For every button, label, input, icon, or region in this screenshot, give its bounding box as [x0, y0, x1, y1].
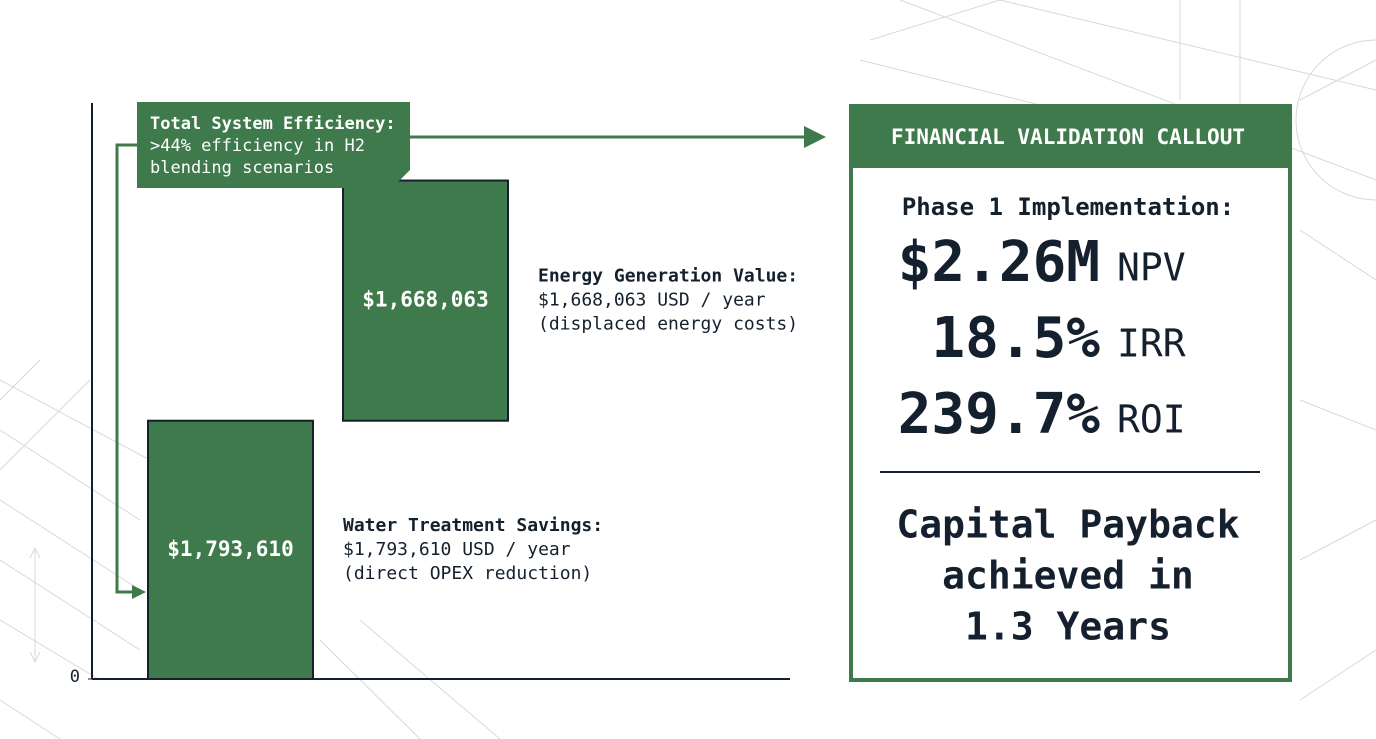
payback-line: Capital Payback: [896, 503, 1239, 547]
summary-box: [137, 102, 410, 188]
payback-line: 1.3 Years: [965, 605, 1171, 649]
summary-title: Total System Efficiency:: [150, 114, 396, 134]
annotation-line: $1,793,610 USD / year: [343, 539, 571, 560]
callout-border: [849, 104, 1292, 682]
metric-unit: IRR: [1117, 322, 1186, 366]
annotation-line: (direct OPEX reduction): [343, 563, 592, 584]
annotation-title: Energy Generation Value:: [538, 266, 798, 287]
arrow-head: [804, 126, 826, 148]
bar: [342, 179, 509, 422]
metric-unit: NPV: [1117, 246, 1186, 290]
connector-arrow: [115, 143, 137, 594]
metric-value: 18.5%: [931, 306, 1100, 371]
summary-line: blending scenarios: [150, 158, 334, 178]
metric-value: 239.7%: [898, 382, 1101, 447]
summary-line: >44% efficiency in H2: [150, 136, 365, 156]
callout-panel: FINANCIAL VALIDATION CALLOUT Phase 1 Imp…: [849, 104, 1292, 682]
metric-value: $2.26M: [898, 230, 1100, 295]
payback-line: achieved in: [942, 554, 1194, 598]
y-tick-label: 0: [70, 667, 80, 687]
annotation-line: $1,668,063 USD / year: [538, 290, 766, 311]
callout-heading: Phase 1 Implementation:: [902, 193, 1234, 221]
arrow-head: [132, 585, 146, 599]
bar: [147, 419, 314, 680]
metric-unit: ROI: [1117, 398, 1186, 442]
annotation-line: (displaced energy costs): [538, 314, 798, 335]
bar-value-label: $1,793,610: [167, 537, 293, 561]
annotation-title: Water Treatment Savings:: [343, 515, 603, 536]
callout-title: FINANCIAL VALIDATION CALLOUT: [891, 125, 1245, 149]
callout-header: [851, 106, 1290, 168]
bar-value-label: $1,668,063: [362, 288, 488, 312]
